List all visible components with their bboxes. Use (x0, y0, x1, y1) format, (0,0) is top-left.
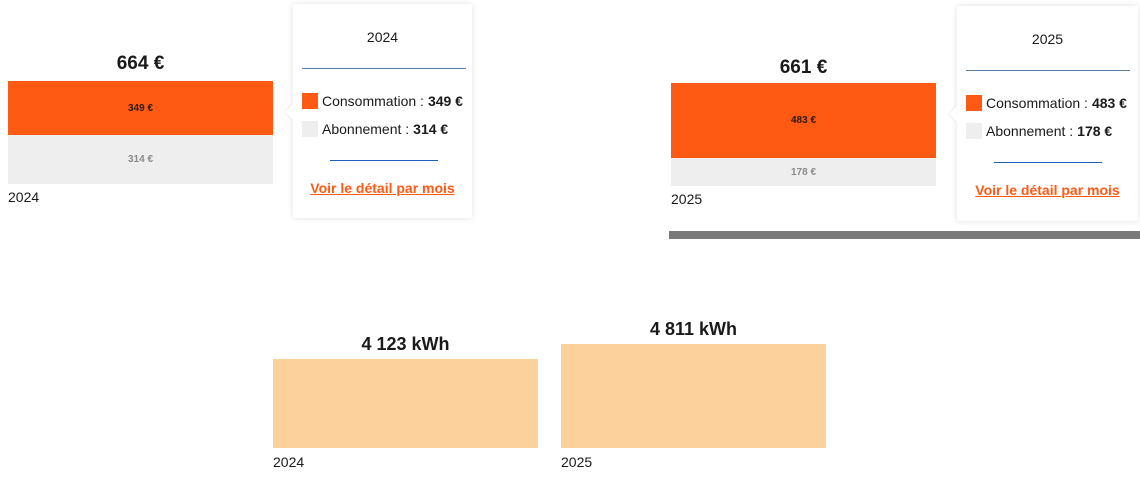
consommation-value: 349 € (427, 93, 463, 109)
tooltip-abonnement-row-2025: Abonnement : 178 € (966, 123, 1112, 139)
tooltip-abonnement-row-2024: Abonnement : 314 € (302, 121, 448, 137)
consommation-swatch (966, 95, 982, 111)
bar-consommation-2025-label: 483 € (790, 115, 817, 126)
tooltip-divider (966, 70, 1130, 71)
abonnement-swatch (966, 123, 982, 139)
tooltip-divider (302, 68, 466, 69)
energy-bar-2025[interactable] (561, 344, 826, 448)
monthly-detail-link-2025[interactable]: Voir le détail par mois (975, 182, 1120, 198)
scroll-strip (669, 231, 1140, 239)
tooltip-separator (330, 160, 438, 161)
energy-bar-2024[interactable] (273, 359, 538, 448)
energy-year-2025: 2025 (561, 454, 593, 470)
abonnement-value: 314 € (413, 121, 449, 137)
bar-abonnement-2024-label: 314 € (127, 154, 154, 165)
tooltip-title-2025: 2025 (1031, 31, 1064, 47)
bar-consommation-2025[interactable]: 483 € (671, 83, 936, 158)
consommation-text: Consommation : (986, 95, 1088, 111)
bar-consommation-2024-label: 349 € (127, 102, 154, 114)
tooltip-2025: 2025 Consommation : 483 € Abonnement : 1… (957, 6, 1138, 221)
bar-abonnement-2024[interactable]: 314 € (8, 135, 273, 184)
bar-abonnement-2025-label: 178 € (790, 166, 817, 178)
year-label-2024: 2024 (8, 189, 40, 205)
abonnement-text: Abonnement : (986, 123, 1074, 139)
tooltip-separator (994, 162, 1102, 163)
consommation-text: Consommation : (322, 93, 424, 109)
abonnement-text: Abonnement : (322, 121, 410, 137)
consommation-value: 483 € (1091, 95, 1127, 111)
consommation-swatch (302, 93, 318, 109)
tooltip-consommation-row-2025: Consommation : 483 € (966, 95, 1127, 111)
abonnement-value: 178 € (1077, 123, 1113, 139)
tooltip-title-2024: 2024 (366, 29, 399, 45)
monthly-detail-link-2024[interactable]: Voir le détail par mois (310, 180, 455, 196)
energy-year-2024: 2024 (273, 454, 305, 470)
tooltip-consommation-row-2024: Consommation : 349 € (302, 93, 463, 109)
total-cost-2025: 661 € (779, 57, 828, 78)
energy-total-2025: 4 811 kWh (649, 319, 738, 339)
abonnement-swatch (302, 121, 318, 137)
bar-abonnement-2025[interactable]: 178 € (671, 158, 936, 186)
bar-consommation-2024[interactable]: 349 € (8, 81, 273, 135)
energy-total-2024: 4 123 kWh (361, 334, 450, 354)
year-label-2025: 2025 (671, 191, 703, 207)
total-cost-2024: 664 € (116, 53, 165, 74)
tooltip-2024: 2024 Consommation : 349 € Abonnement : 3… (293, 4, 472, 218)
